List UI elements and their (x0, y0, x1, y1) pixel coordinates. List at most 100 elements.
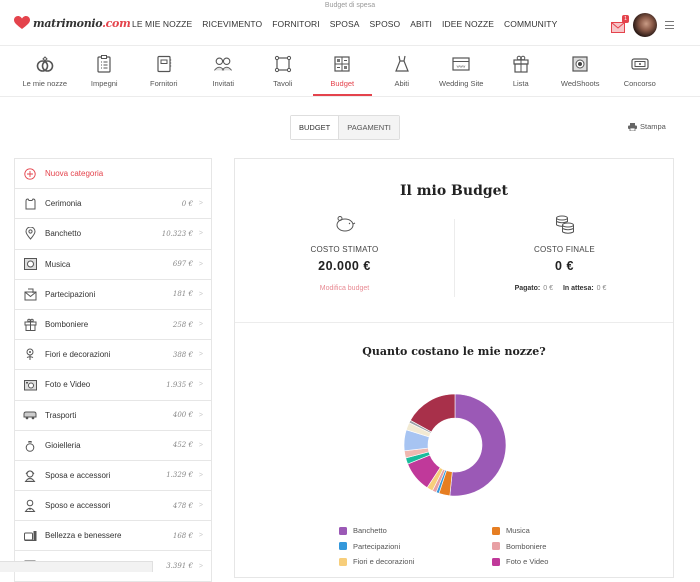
browser-www-icon: www (451, 54, 471, 74)
church-icon (23, 197, 37, 211)
bride-icon (23, 468, 37, 482)
tab-le-mie-nozze[interactable]: Le mie nozze (15, 47, 75, 97)
category-row-sposa[interactable]: Sposa e accessori 1.329 € > (15, 461, 211, 492)
nav-abiti[interactable]: ABITI (410, 19, 433, 29)
ring-icon (23, 438, 37, 452)
chevron-right-icon: > (198, 290, 203, 298)
category-row-sposo[interactable]: Sposo e accessori 478 € > (15, 491, 211, 522)
print-button[interactable]: Stampa (628, 122, 666, 131)
tab-wedding-site[interactable]: www Wedding Site (432, 47, 492, 97)
chevron-right-icon: > (198, 260, 203, 268)
chevron-right-icon: > (198, 200, 203, 208)
tab-wedshoots[interactable]: WedShoots (551, 47, 611, 97)
payments-tab-button[interactable]: PAGAMENTI (338, 116, 399, 139)
legend-label: Fiori e decorazioni (353, 557, 415, 566)
nav-community[interactable]: COMMUNITY (504, 19, 558, 29)
column-divider (454, 219, 455, 297)
nav-ricevimento[interactable]: RICEVIMENTO (202, 19, 263, 29)
estimated-cost-label: COSTO STIMATO (310, 245, 379, 254)
view-toggle: BUDGET PAGAMENTI (290, 115, 400, 140)
notebook-icon (154, 54, 174, 74)
ticket-icon (630, 54, 650, 74)
category-row-foto-video[interactable]: Foto e Video 1.935 € > (15, 370, 211, 401)
tab-lista[interactable]: Lista (491, 47, 551, 97)
guests-icon (213, 54, 233, 74)
logo[interactable]: matrimonio.com (14, 14, 131, 32)
category-row-cerimonia[interactable]: Cerimonia 0 € > (15, 189, 211, 220)
piggy-bank-icon (336, 216, 355, 232)
table-layout-icon (273, 54, 293, 74)
tab-abiti[interactable]: Abiti (372, 47, 432, 97)
calculator-icon (332, 54, 352, 74)
legend-item[interactable]: Partecipazioni (339, 542, 492, 551)
status-overlay (0, 561, 153, 572)
chevron-right-icon: > (198, 562, 203, 570)
tab-impegni[interactable]: Impegni (75, 47, 135, 97)
messages-button[interactable]: 1 (611, 14, 629, 33)
category-row-banchetto[interactable]: Banchetto 10.323 € > (15, 219, 211, 250)
tab-invitati[interactable]: Invitati (194, 47, 254, 97)
messages-badge: 1 (622, 14, 629, 23)
budget-card: Il mio Budget COSTO STIMATO 20.000 € Mod… (234, 158, 674, 578)
tab-tavoli[interactable]: Tavoli (253, 47, 313, 97)
tab-fornitori[interactable]: Fornitori (134, 47, 194, 97)
chevron-right-icon: > (198, 471, 203, 479)
gift-icon (511, 54, 531, 74)
coins-icon (555, 215, 574, 234)
cost-donut-chart[interactable] (403, 393, 507, 497)
legend-item[interactable]: Banchetto (339, 526, 492, 535)
final-cost-value: 0 € (555, 259, 574, 273)
category-row-musica[interactable]: Musica 697 € > (15, 250, 211, 280)
speaker-icon (23, 257, 37, 271)
nav-fornitori[interactable]: FORNITORI (272, 19, 320, 29)
category-row-bellezza[interactable]: Bellezza e benessere 168 € > (15, 521, 211, 552)
legend-item[interactable]: Bomboniere (492, 542, 639, 551)
chevron-right-icon: > (198, 532, 203, 540)
category-row-partecipazioni[interactable]: Partecipazioni 181 € > (15, 280, 211, 310)
chevron-right-icon: > (198, 411, 203, 419)
legend-label: Partecipazioni (353, 541, 401, 551)
gift-box-icon (23, 318, 37, 332)
edit-budget-link[interactable]: Modifica budget (319, 285, 370, 292)
chevron-right-icon: > (198, 230, 203, 238)
chevron-right-icon: > (198, 502, 203, 510)
final-cost-panel: COSTO FINALE 0 € Pagato: 0 € In attesa: 0 … (455, 215, 674, 292)
donut-slice[interactable] (449, 393, 507, 497)
legend-label: Banchetto (353, 526, 387, 535)
legend-item[interactable]: Musica (492, 526, 639, 535)
rings-icon (35, 54, 55, 74)
category-row-trasporti[interactable]: Trasporti 400 € > (15, 401, 211, 431)
invitation-icon (23, 287, 37, 301)
legend-swatch (339, 557, 347, 566)
budget-tab-button[interactable]: BUDGET (291, 116, 339, 139)
menu-icon[interactable] (665, 21, 674, 29)
tab-budget[interactable]: Budget (312, 47, 373, 97)
nav-idee-nozze[interactable]: IDEE NOZZE (442, 19, 495, 29)
category-row-gioielleria[interactable]: Gioielleria 452 € > (15, 431, 211, 461)
beauty-icon (23, 529, 37, 543)
avatar[interactable] (633, 13, 657, 37)
nav-le-mie-nozze[interactable]: LE MIE NOZZE (132, 19, 193, 29)
nav-sposa[interactable]: SPOSA (329, 19, 360, 29)
category-row-fiori[interactable]: Fiori e decorazioni 388 € > (15, 340, 211, 371)
estimated-cost-value: 20.000 € (318, 259, 371, 273)
dress-icon (392, 54, 412, 74)
legend-swatch (492, 526, 500, 535)
legend-label: Musica (506, 526, 530, 535)
add-circle-icon (23, 167, 37, 181)
tools-tab-bar: Le mie nozze Impegni Fornitori Invitati … (0, 47, 700, 97)
nav-sposo[interactable]: SPOSO (369, 19, 401, 29)
new-category-button[interactable]: Nuova categoria (15, 159, 211, 190)
legend-swatch (492, 542, 500, 550)
header-actions: 1 (611, 13, 674, 37)
legend-item[interactable]: Foto e Video (492, 557, 639, 566)
budget-title: Il mio Budget (399, 183, 509, 199)
legend-swatch (339, 526, 347, 535)
location-pin-icon (23, 227, 37, 241)
tab-concorso[interactable]: Concorso (610, 47, 670, 97)
category-row-bomboniere[interactable]: Bomboniere 258 € > (15, 310, 211, 341)
donut-slice[interactable] (409, 393, 456, 433)
estimated-cost-panel: COSTO STIMATO 20.000 € Modifica budget (235, 215, 454, 292)
legend-item[interactable]: Fiori e decorazioni (339, 557, 492, 566)
chart-title: Quanto costano le mie nozze? (362, 345, 546, 358)
